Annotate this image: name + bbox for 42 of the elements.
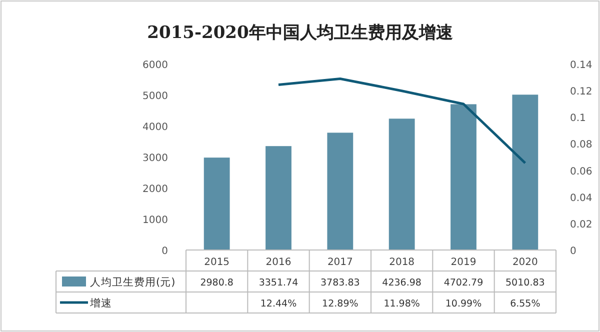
line-series	[277, 77, 526, 164]
y2-tick-label: 0.1	[570, 113, 586, 124]
bar	[388, 118, 415, 250]
x-tick-label: 2019	[450, 257, 476, 268]
y-tick-label: 1000	[142, 215, 168, 226]
y2-tick-label: 0.04	[570, 192, 592, 204]
x-tick-label: 2020	[512, 257, 538, 268]
y-tick-label: 3000	[142, 153, 168, 164]
data-label: 2980.8	[200, 278, 234, 288]
bar	[512, 94, 538, 250]
x-tick-label: 2017	[327, 257, 353, 268]
chart-title: 2015-2020年中国人均卫生费用及增速	[147, 23, 453, 43]
y2-tick-label: 0.02	[570, 219, 592, 230]
data-label: 4236.98	[382, 278, 422, 288]
x-tick-label: 2018	[389, 257, 415, 268]
y2-tick-label: 0.08	[570, 140, 592, 151]
data-label: 10.99%	[445, 298, 482, 310]
y-tick-label: 5000	[142, 91, 168, 102]
y-tick-label: 4000	[142, 122, 168, 133]
bar	[327, 132, 354, 250]
data-label: 4702.79	[444, 278, 484, 288]
y-tick-label: 2000	[142, 184, 168, 195]
x-tick-label: 2016	[266, 257, 292, 268]
data-label: 5010.83	[506, 278, 545, 288]
bar	[450, 104, 476, 250]
data-label: 3351.74	[258, 278, 298, 288]
legend-label: 人均卫生费用(元)	[90, 276, 176, 288]
bar	[204, 158, 230, 250]
y2-tick-label: 0.14	[570, 60, 592, 71]
data-label: 11.98%	[384, 298, 420, 310]
y2-tick-label: 0.12	[570, 86, 592, 98]
data-label: 12.89%	[322, 298, 358, 310]
data-label: 6.55%	[510, 298, 540, 310]
y2-tick-label: 0.06	[570, 166, 592, 178]
bar	[266, 146, 292, 250]
y-tick-label: 6000	[142, 60, 168, 71]
y2-tick-label: 0	[570, 246, 576, 257]
y-tick-label: 0	[162, 246, 168, 257]
x-tick-label: 2015	[204, 257, 230, 268]
data-label: 12.44%	[260, 298, 297, 310]
legend-label: 增速	[89, 296, 112, 310]
data-label: 3783.83	[320, 278, 360, 288]
